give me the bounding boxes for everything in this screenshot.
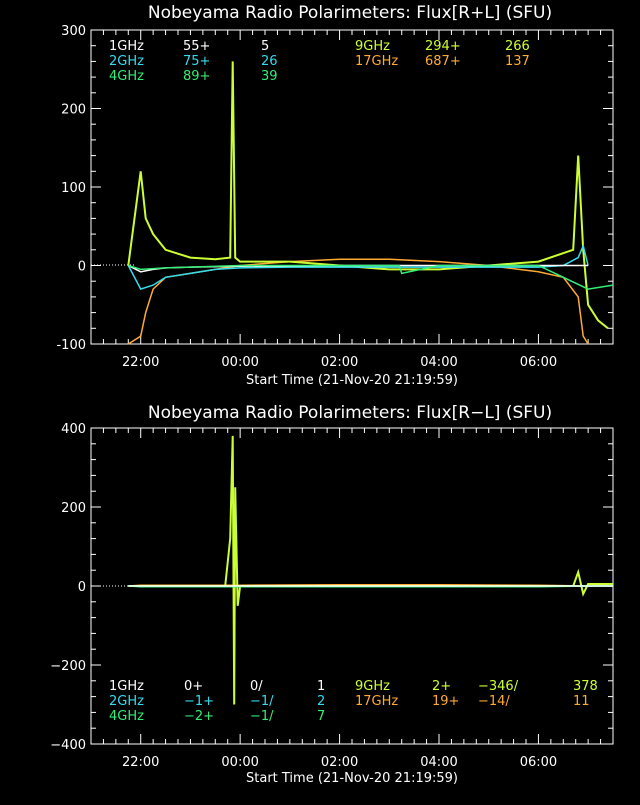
legend-entry: 19+ — [432, 694, 459, 709]
legend-entry: 11 — [573, 694, 590, 709]
x-tick-label: 00:00 — [221, 355, 258, 370]
legend-entry: 0/ — [250, 679, 263, 694]
legend-entry: 4GHz — [109, 69, 144, 84]
y-tick-label: 300 — [61, 24, 86, 39]
y-tick-label: 400 — [61, 422, 86, 437]
legend-entry: 17GHz — [355, 54, 398, 69]
legend-entry: 2 — [317, 694, 325, 709]
y-tick-label: 0 — [78, 580, 86, 595]
legend-entry: 266 — [505, 39, 530, 54]
x-tick-label: 00:00 — [221, 755, 258, 770]
y-tick-label: 0 — [78, 260, 86, 275]
legend-entry: 89+ — [183, 69, 210, 84]
legend-entry: 1GHz — [109, 39, 144, 54]
legend-entry: 1GHz — [109, 679, 144, 694]
legend-entry: 2GHz — [109, 694, 144, 709]
legend-entry: −2+ — [184, 709, 214, 724]
legend-entry: 26 — [261, 54, 278, 69]
x-tick-label: 04:00 — [420, 355, 457, 370]
legend-entry: −346/ — [478, 679, 519, 694]
legend-entry: −1+ — [184, 694, 214, 709]
x-tick-label: 02:00 — [321, 755, 358, 770]
x-tick-label: 06:00 — [520, 755, 557, 770]
legend-entry: 7 — [317, 709, 325, 724]
legend-entry: 2GHz — [109, 54, 144, 69]
legend-entry: 17GHz — [355, 694, 398, 709]
legend-entry: −14/ — [478, 694, 510, 709]
x-tick-label: 22:00 — [122, 355, 159, 370]
legend-entry: 5 — [261, 39, 269, 54]
legend-entry: 75+ — [183, 54, 210, 69]
x-tick-label: 04:00 — [420, 755, 457, 770]
x-tick-label: 02:00 — [321, 355, 358, 370]
legend-entry: 39 — [261, 69, 278, 84]
legend-entry: 687+ — [425, 54, 461, 69]
legend-entry: −1/ — [250, 709, 274, 724]
legend-entry: 4GHz — [109, 709, 144, 724]
legend-entry: 9GHz — [355, 39, 390, 54]
legend-entry: 137 — [505, 54, 530, 69]
y-tick-label: −400 — [50, 738, 86, 753]
x-tick-label: 22:00 — [122, 755, 159, 770]
legend-entry: 0+ — [184, 679, 203, 694]
legend-entry: 9GHz — [355, 679, 390, 694]
legend-entry: 1 — [317, 679, 325, 694]
x-axis-label: Start Time (21-Nov-20 21:19:59) — [246, 771, 458, 786]
legend-entry: 294+ — [425, 39, 461, 54]
x-axis-label: Start Time (21-Nov-20 21:19:59) — [246, 373, 458, 388]
chart-title: Nobeyama Radio Polarimeters: Flux[R+L] (… — [148, 3, 552, 23]
y-tick-label: 100 — [61, 181, 86, 196]
y-tick-label: 200 — [61, 103, 86, 118]
chart-title: Nobeyama Radio Polarimeters: Flux[R−L] (… — [148, 403, 552, 423]
y-tick-label: 200 — [61, 501, 86, 516]
legend-entry: 55+ — [183, 39, 210, 54]
y-tick-label: -100 — [56, 338, 86, 353]
y-tick-label: −200 — [50, 659, 86, 674]
x-tick-label: 06:00 — [520, 355, 557, 370]
legend-entry: −1/ — [250, 694, 274, 709]
legend-entry: 378 — [573, 679, 598, 694]
legend-entry: 2+ — [432, 679, 451, 694]
